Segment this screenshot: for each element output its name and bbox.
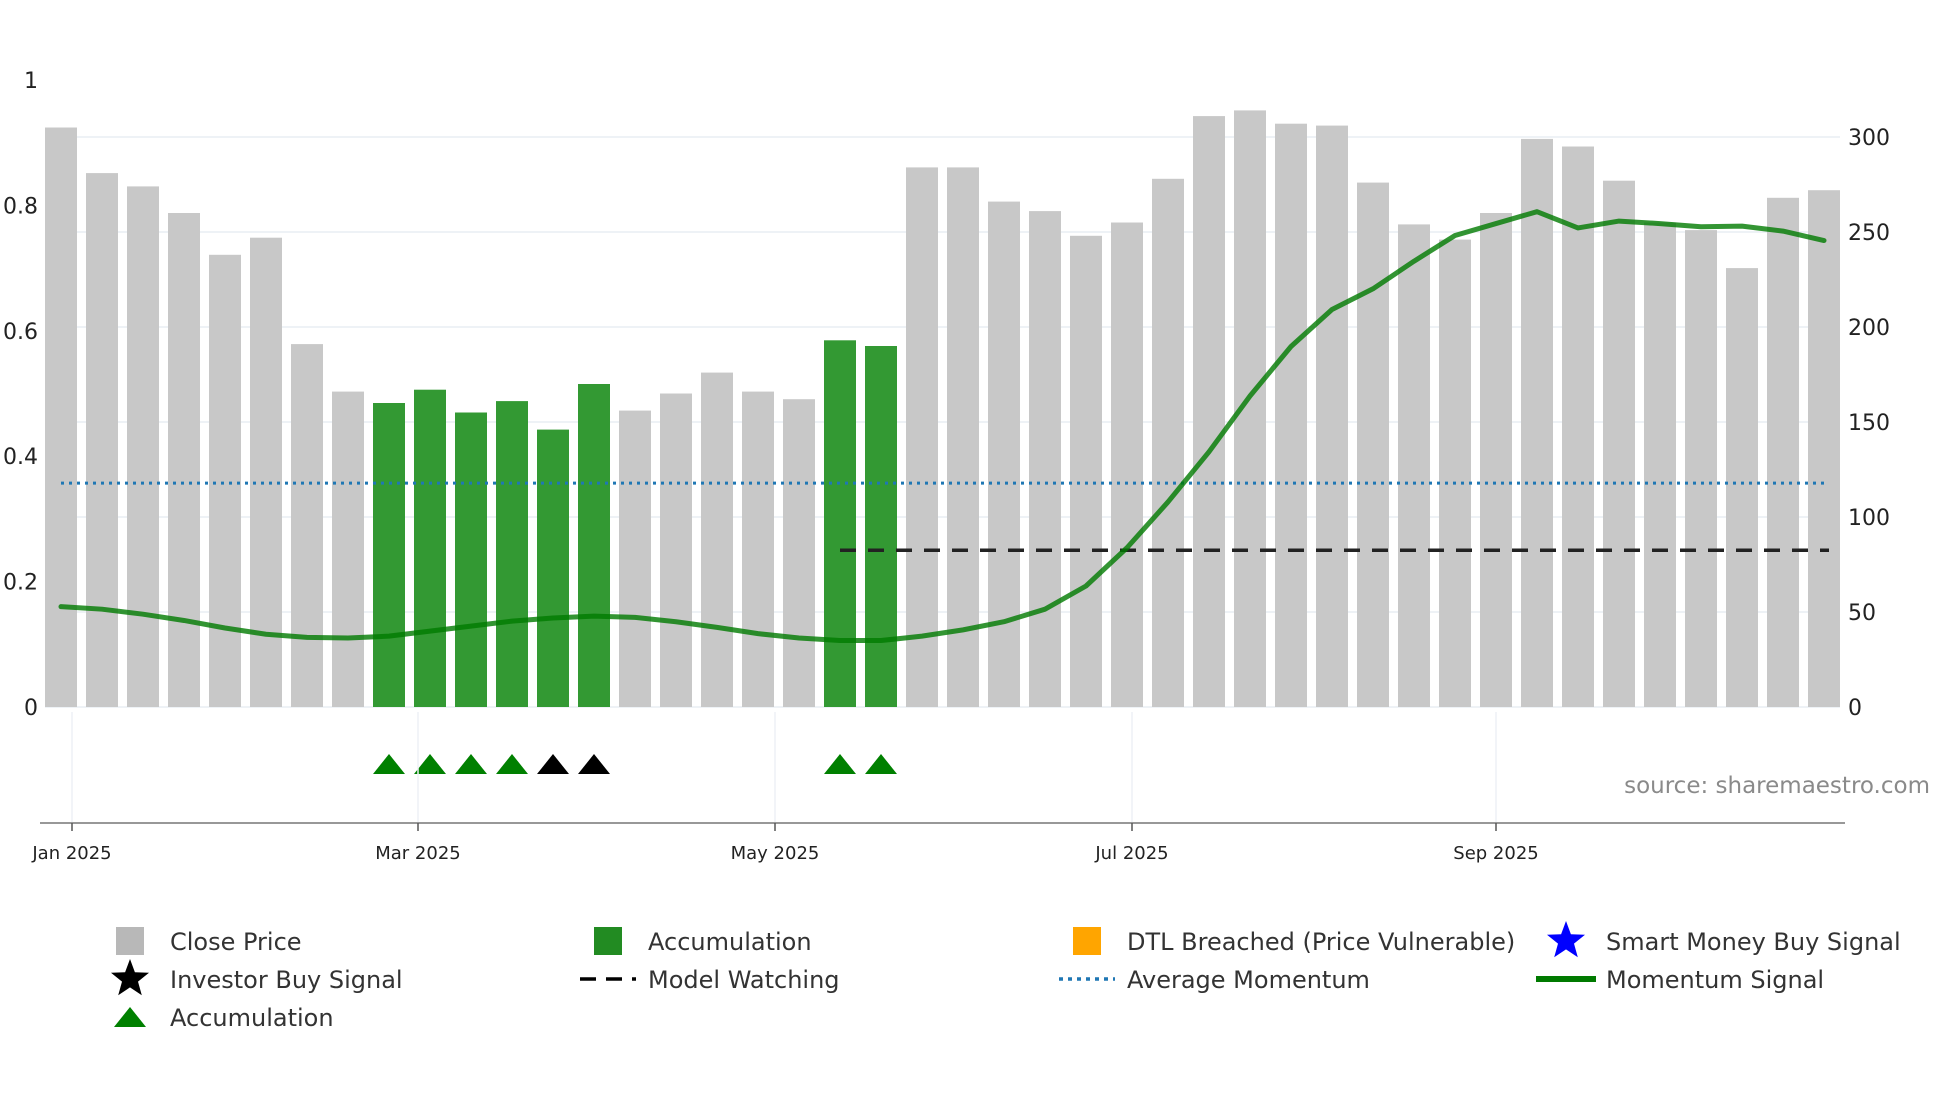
close-price-bar [332,391,364,707]
close-price-bar [1316,125,1348,708]
gray-square-icon [116,927,144,955]
accumulation-marker [414,754,446,774]
close-price-bar [1439,239,1471,707]
close-price-bar [1480,213,1512,707]
close-price-bar [1726,268,1758,707]
close-price-bar [1767,197,1799,708]
close-price-bar [947,167,979,707]
right-y-tick-label: 250 [1848,221,1890,246]
left-y-tick-label: 0.4 [3,445,38,470]
close-price-bar [250,237,282,707]
close-price-bar [209,254,241,708]
legend-label: Average Momentum [1127,966,1370,994]
close-price-bar [742,391,774,707]
accumulation-marker [455,754,487,774]
close-price-bar [1685,230,1717,707]
right-y-tick-label: 100 [1848,506,1890,531]
right-y-tick-label: 0 [1848,696,1862,721]
investor-buy-marker [578,754,610,774]
accumulation-bar [865,346,897,707]
close-price-bar [86,173,118,708]
close-price-bar [1521,138,1553,707]
close-price-bar [168,213,200,707]
x-tick-label: Mar 2025 [375,843,461,864]
accumulation-marker [373,754,405,774]
black-star-icon [111,959,149,996]
accumulation-bar [824,340,856,707]
legend-label: Close Price [170,928,302,956]
close-price-bar [1603,180,1635,707]
orange-square-icon [1073,927,1101,955]
legend: Close Price Accumulation DTL Breached (Pri… [111,921,1901,1032]
x-tick-label: Jan 2025 [31,843,111,864]
accumulation-marker [824,754,856,774]
close-price-bar [1398,224,1430,707]
close-price-bar [660,393,692,707]
left-y-tick-label: 0.8 [3,194,38,219]
accumulation-bar [537,429,569,707]
close-price-bar [291,344,323,707]
left-y-tick-label: 0.2 [3,571,38,596]
accumulation-bar [578,384,610,707]
signal-markers [373,754,897,774]
accumulation-marker [865,754,897,774]
green-square-icon [594,927,622,955]
close-price-bar [701,372,733,707]
legend-label: Accumulation [648,928,812,956]
right-y-tick-label: 150 [1848,411,1890,436]
legend-label: Smart Money Buy Signal [1606,928,1901,956]
close-price-bar [1644,222,1676,707]
momentum-signal-path [58,209,1827,644]
source-label: source: sharemaestro.com [1624,773,1930,799]
x-axis: Jan 2025 Mar 2025 May 2025 Jul 2025 Sep 2025 [31,712,1845,864]
close-price-bar [1070,235,1102,708]
close-price-bar [783,399,815,707]
close-price-bar [619,410,651,707]
close-price-bar [45,127,77,707]
legend-label: Accumulation [170,1004,334,1032]
accumulation-bar [496,401,528,707]
x-tick-label: May 2025 [731,843,820,864]
close-price-bars [45,110,1840,708]
green-triangle-icon [114,1007,146,1027]
accumulation-bar [414,389,446,707]
legend-label: Model Watching [648,966,840,994]
close-price-bar [1111,222,1143,707]
right-y-tick-label: 200 [1848,316,1890,341]
momentum-signal-line [58,209,1827,644]
right-y-tick-label: 50 [1848,601,1876,626]
close-price-bar [1357,182,1389,708]
accumulation-marker [496,754,528,774]
close-price-bar [1029,211,1061,707]
blue-star-icon [1547,921,1585,958]
close-price-bar [1275,123,1307,707]
x-tick-label: Jul 2025 [1094,843,1168,864]
accumulation-bar [455,412,487,707]
x-tick-label: Sep 2025 [1453,843,1538,864]
close-price-bar [1193,116,1225,708]
accumulation-bar [373,403,405,707]
close-price-bar [906,167,938,707]
legend-label: Investor Buy Signal [170,966,403,994]
legend-label: DTL Breached (Price Vulnerable) [1127,928,1515,956]
left-y-tick-label: 0.6 [3,320,38,345]
investor-buy-marker [537,754,569,774]
close-price-bar [127,186,159,707]
left-y-axis: 0 0.2 0.4 0.6 0.8 1 [3,69,38,721]
close-price-bar [1152,178,1184,708]
close-price-bar [1808,190,1840,707]
right-y-tick-label: 300 [1848,126,1890,151]
close-price-bar [988,201,1020,707]
left-y-tick-label: 0 [24,696,38,721]
left-y-tick-label: 1 [24,69,38,94]
close-price-bar [1562,146,1594,707]
right-y-axis: 0 50 100 150 200 250 300 [1848,126,1890,721]
legend-label: Momentum Signal [1606,966,1824,994]
